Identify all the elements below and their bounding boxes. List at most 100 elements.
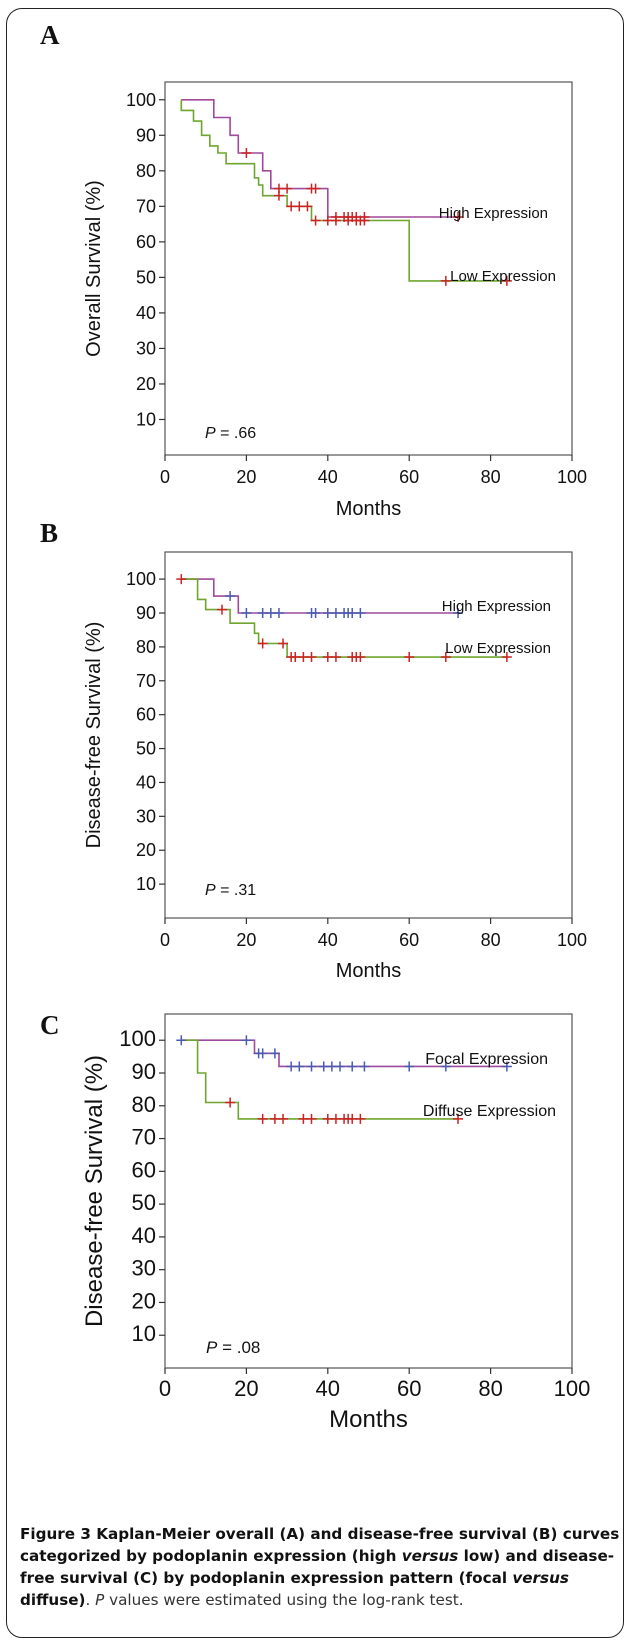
x-tick-label: 80 bbox=[478, 1376, 502, 1401]
y-tick-label: 100 bbox=[119, 1026, 156, 1051]
y-tick-label: 60 bbox=[136, 705, 156, 725]
y-tick-label: 100 bbox=[126, 90, 156, 110]
x-tick-label: 40 bbox=[316, 1376, 340, 1401]
censor-mark bbox=[273, 608, 284, 618]
caption-p-letter: P bbox=[95, 1591, 105, 1609]
y-tick-label: 30 bbox=[136, 338, 156, 358]
y-tick-label: 30 bbox=[132, 1256, 156, 1281]
series-line-2 bbox=[181, 1039, 458, 1120]
censor-mark bbox=[257, 638, 268, 649]
caption-part3: diffuse) bbox=[20, 1591, 86, 1609]
y-tick-label: 100 bbox=[126, 569, 156, 589]
y-tick-label: 70 bbox=[132, 1125, 156, 1150]
x-tick-label: 0 bbox=[160, 930, 170, 950]
x-axis-label: Months bbox=[336, 960, 402, 982]
y-tick-label: 50 bbox=[132, 1190, 156, 1215]
caption-part1: Kaplan-Meier overall (A) and disease-fre… bbox=[20, 1525, 620, 1565]
censor-mark bbox=[501, 275, 512, 286]
censor-mark bbox=[176, 1035, 187, 1046]
censor-mark bbox=[359, 1061, 370, 1072]
censor-mark bbox=[257, 1113, 268, 1124]
censor-mark bbox=[225, 1097, 236, 1108]
censor-mark bbox=[501, 652, 512, 663]
caption-part2: low) and disease-free survival (C) by po… bbox=[20, 1547, 615, 1587]
censor-mark bbox=[359, 215, 370, 226]
y-axis-label: Overall Survival (%) bbox=[83, 180, 105, 357]
x-tick-label: 80 bbox=[481, 930, 501, 950]
y-tick-label: 60 bbox=[136, 232, 156, 252]
censor-mark bbox=[347, 1061, 358, 1072]
censor-mark bbox=[278, 638, 289, 649]
y-tick-label: 50 bbox=[136, 739, 156, 759]
panel-letter-b: B bbox=[40, 518, 59, 548]
y-tick-label: 40 bbox=[132, 1223, 156, 1248]
x-tick-label: 100 bbox=[554, 1376, 591, 1401]
y-tick-label: 10 bbox=[136, 409, 156, 429]
y-tick-label: 40 bbox=[136, 772, 156, 792]
series-label-2: Diffuse Expression bbox=[423, 1103, 556, 1120]
chart-b: 10 20 30 40 50 60 70 80 90 100 0 20 40 60 80 100 Months D… bbox=[83, 551, 587, 982]
caption-versus1: versus bbox=[401, 1547, 459, 1565]
y-tick-label: 20 bbox=[136, 374, 156, 394]
x-tick-label: 20 bbox=[236, 467, 256, 487]
x-tick-label: 40 bbox=[318, 930, 338, 950]
censor-mark bbox=[241, 148, 252, 159]
censor-mark bbox=[306, 1061, 317, 1072]
censor-mark bbox=[310, 608, 321, 618]
x-tick-label: 100 bbox=[557, 930, 587, 950]
censor-mark bbox=[501, 1061, 512, 1072]
x-tick-label: 20 bbox=[234, 1376, 258, 1401]
x-tick-label: 60 bbox=[397, 1376, 421, 1401]
y-tick-label: 30 bbox=[136, 806, 156, 826]
y-axis-label: Disease-free Survival (%) bbox=[83, 622, 105, 849]
figure-caption: Figure 3 Kaplan-Meier overall (A) and di… bbox=[20, 1525, 620, 1609]
plot-frame bbox=[164, 1013, 573, 1369]
x-tick-label: 60 bbox=[399, 467, 419, 487]
y-tick-label: 90 bbox=[136, 125, 156, 145]
y-tick-label: 20 bbox=[136, 840, 156, 860]
censor-mark bbox=[310, 183, 321, 194]
censor-mark bbox=[257, 1048, 268, 1059]
caption-rest: values were estimated using the log-rank… bbox=[104, 1591, 464, 1609]
censor-mark bbox=[440, 652, 451, 663]
y-tick-label: 10 bbox=[136, 874, 156, 894]
y-tick-label: 80 bbox=[136, 161, 156, 181]
censor-mark bbox=[282, 183, 293, 194]
x-tick-label: 0 bbox=[159, 1376, 171, 1401]
censor-mark bbox=[335, 1061, 346, 1072]
x-tick-label: 40 bbox=[318, 467, 338, 487]
censor-mark bbox=[306, 652, 317, 663]
plot-frame bbox=[164, 81, 573, 456]
p-value-annotation: P = .66 bbox=[205, 425, 256, 442]
censor-mark bbox=[241, 1035, 252, 1046]
censor-mark bbox=[302, 201, 313, 212]
y-tick-label: 60 bbox=[132, 1157, 156, 1182]
censor-mark bbox=[355, 652, 366, 663]
y-tick-label: 90 bbox=[132, 1059, 156, 1084]
censor-mark bbox=[355, 608, 366, 618]
y-tick-label: 90 bbox=[136, 603, 156, 623]
censor-mark bbox=[330, 652, 341, 663]
censor-mark bbox=[278, 1113, 289, 1124]
censor-mark bbox=[225, 591, 236, 602]
series-label-2: Low Expression bbox=[450, 268, 556, 285]
censor-mark bbox=[453, 1113, 464, 1124]
y-tick-label: 70 bbox=[136, 671, 156, 691]
series-label-2: Low Expression bbox=[445, 640, 551, 657]
censor-mark bbox=[273, 190, 284, 201]
y-tick-label: 10 bbox=[132, 1321, 156, 1346]
y-tick-label: 70 bbox=[136, 196, 156, 216]
plot-frame bbox=[164, 551, 573, 919]
y-axis-label: Disease-free Survival (%) bbox=[81, 1055, 108, 1327]
censor-mark bbox=[453, 211, 464, 222]
chart-c: 10 20 30 40 50 60 70 80 90 100 0 20 40 60 80 100 Months D… bbox=[81, 1013, 591, 1433]
censor-mark bbox=[440, 1061, 451, 1072]
censor-mark bbox=[176, 574, 187, 585]
y-tick-label: 50 bbox=[136, 267, 156, 287]
figure-frame bbox=[6, 8, 624, 1638]
x-axis-label: Months bbox=[329, 1406, 408, 1433]
y-tick-label: 80 bbox=[132, 1092, 156, 1117]
censor-mark bbox=[216, 604, 227, 615]
censor-mark bbox=[294, 1061, 305, 1072]
x-tick-label: 80 bbox=[481, 467, 501, 487]
